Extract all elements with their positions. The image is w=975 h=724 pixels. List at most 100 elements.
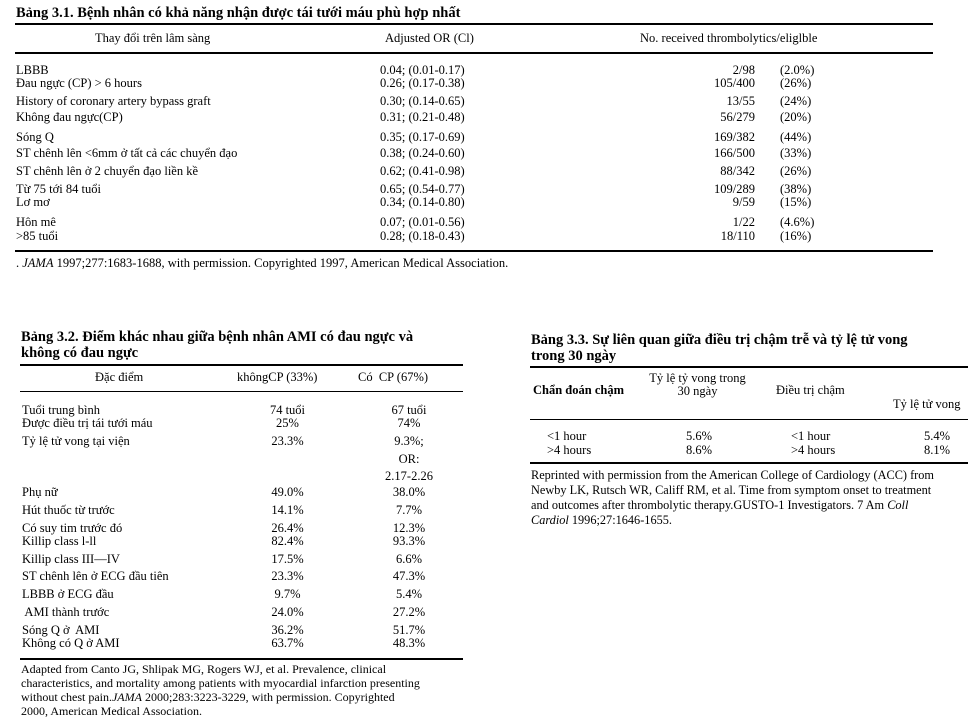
table-row-label: Hút thuốc từ trước bbox=[22, 503, 115, 517]
table-3-3-header-diagnosis-delay: Chẩn đoán chậm bbox=[533, 383, 624, 397]
table-3-3-bottom-rule bbox=[530, 462, 968, 464]
table-row-cp: 38.0% bbox=[392, 485, 426, 499]
table-row-label: Sóng Q bbox=[16, 130, 54, 144]
table-row-received-percent: (26%) bbox=[780, 76, 812, 90]
table-3-3-header-rule bbox=[530, 419, 968, 420]
table-row-no-cp: 23.3% bbox=[271, 434, 304, 448]
table-row-mortality: 8.1% bbox=[923, 443, 950, 457]
table-row-label: ST chênh lên ở ECG đầu tiên bbox=[22, 569, 169, 583]
table-row-label: Tỷ lệ tử vong tại viện bbox=[22, 434, 130, 448]
table-row-adjusted-or: 0.35; (0.17-0.69) bbox=[380, 130, 465, 144]
table-row-label: ST chênh lên ở 2 chuyển đạo liền kề bbox=[16, 164, 199, 178]
table-row-cp: 51.7% bbox=[392, 623, 426, 637]
table-row-cp: 27.2% bbox=[392, 605, 426, 619]
table-row-label: Từ 75 tới 84 tuổi bbox=[16, 182, 101, 196]
table-row-no-cp: 26.4% bbox=[271, 521, 304, 535]
table-row-received-ratio: 166/500 bbox=[714, 146, 755, 160]
table-3-3-header-mortality: Tỷ lệ tử vong bbox=[893, 397, 961, 411]
table-row-no-cp: 23.3% bbox=[271, 569, 304, 583]
table-row-mortality-30d: 5.6% bbox=[685, 429, 712, 443]
table-row-label: History of coronary artery bypass graft bbox=[16, 94, 211, 108]
table-row-cp: OR: bbox=[398, 452, 420, 466]
table-row-cp: 12.3% bbox=[392, 521, 426, 535]
table-row-received-ratio: 9/59 bbox=[732, 195, 755, 209]
table-row-label: Sóng Q ở AMI bbox=[22, 623, 100, 637]
table-row-label: Được điều trị tái tưới máu bbox=[22, 416, 153, 430]
table-row-cp: 9.3%; bbox=[394, 434, 424, 448]
table-3-1-bottom-rule bbox=[15, 250, 933, 252]
table-row-label: Tuổi trung bình bbox=[22, 403, 101, 417]
table-3-3-header-treatment-delay: Điều trị chậm bbox=[776, 383, 845, 397]
table-row-received-percent: (38%) bbox=[780, 182, 812, 196]
table-row-label: Killip class III—IV bbox=[22, 552, 120, 566]
table-row-no-cp: 25% bbox=[276, 416, 299, 430]
table-row-cp: 6.6% bbox=[395, 552, 423, 566]
table-3-2-header-cp: Có CP (67%) bbox=[358, 370, 429, 384]
table-row-received-ratio: 56/279 bbox=[720, 110, 755, 124]
table-row-label: Lơ mơ bbox=[16, 195, 50, 209]
table-row-label: Killip class l-ll bbox=[22, 534, 97, 548]
table-row-received-ratio: 1/22 bbox=[732, 215, 755, 229]
table-3-2-header-rule bbox=[20, 391, 463, 392]
table-row-adjusted-or: 0.04; (0.01-0.17) bbox=[380, 63, 465, 77]
table-row-received-percent: (2.0%) bbox=[780, 63, 815, 77]
table-row-received-ratio: 105/400 bbox=[714, 76, 755, 90]
table-row-diagnosis-delay: >4 hours bbox=[547, 443, 592, 457]
table-row-adjusted-or: 0.65; (0.54-0.77) bbox=[380, 182, 465, 196]
table-row-no-cp: 14.1% bbox=[271, 503, 304, 517]
table-row-label: ST chênh lên <6mm ở tất cả các chuyển đạ… bbox=[16, 146, 238, 160]
table-row-received-percent: (44%) bbox=[780, 130, 812, 144]
table-row-received-ratio: 88/342 bbox=[720, 164, 755, 178]
table-row-cp: 7.7% bbox=[395, 503, 423, 517]
table-row-cp: 93.3% bbox=[392, 534, 426, 548]
table-3-2-header-no-cp: khôngCP (33%) bbox=[237, 370, 318, 384]
table-row-cp: 5.4% bbox=[395, 587, 423, 601]
table-row-received-ratio: 13/55 bbox=[726, 94, 755, 108]
table-3-2-top-rule bbox=[20, 364, 463, 366]
table-3-2-bottom-rule bbox=[20, 658, 463, 660]
table-row-treatment-delay: <1 hour bbox=[791, 429, 831, 443]
table-3-3-header-mortality-30d-line2: 30 ngày bbox=[677, 384, 718, 398]
table-row-adjusted-or: 0.31; (0.21-0.48) bbox=[380, 110, 465, 124]
table-3-2-title-line1: Bảng 3.2. Điểm khác nhau giữa bệnh nhân … bbox=[21, 329, 414, 345]
table-row-treatment-delay: >4 hours bbox=[791, 443, 836, 457]
table-row-adjusted-or: 0.30; (0.14-0.65) bbox=[380, 94, 465, 108]
table-row-received-percent: (24%) bbox=[780, 94, 812, 108]
table-row-label: >85 tuổi bbox=[16, 229, 59, 243]
table-3-1-footnote: . JAMA 1997;277:1683-1688, with permissi… bbox=[16, 256, 509, 270]
table-row-cp: 48.3% bbox=[392, 636, 426, 650]
table-row-adjusted-or: 0.38; (0.24-0.60) bbox=[380, 146, 465, 160]
table-3-1-header-or: Adjusted OR (Cl) bbox=[385, 31, 474, 45]
table-row-label: Không đau ngực(CP) bbox=[16, 110, 123, 124]
table-row-no-cp: 49.0% bbox=[271, 485, 304, 499]
table-row-adjusted-or: 0.07; (0.01-0.56) bbox=[380, 215, 465, 229]
table-row-adjusted-or: 0.26; (0.17-0.38) bbox=[380, 76, 465, 90]
table-row-received-ratio: 169/382 bbox=[714, 130, 755, 144]
table-row-adjusted-or: 0.28; (0.18-0.43) bbox=[380, 229, 465, 243]
table-row-label: Có suy tim trước đó bbox=[22, 521, 123, 535]
table-3-1-title: Bảng 3.1. Bệnh nhân có khả năng nhận đượ… bbox=[16, 5, 461, 21]
table-3-1-top-rule bbox=[15, 23, 933, 25]
table-row-label: LBBB ở ECG đầu bbox=[22, 587, 114, 601]
table-row-adjusted-or: 0.34; (0.14-0.80) bbox=[380, 195, 465, 209]
table-row-received-ratio: 2/98 bbox=[732, 63, 755, 77]
table-row-mortality: 5.4% bbox=[923, 429, 950, 443]
table-row-received-ratio: 109/289 bbox=[714, 182, 755, 196]
table-row-received-ratio: 18/110 bbox=[720, 229, 755, 243]
table-row-no-cp: 9.7% bbox=[274, 587, 301, 601]
table-row-label: Đau ngực (CP) > 6 hours bbox=[16, 76, 142, 90]
table-3-3-top-rule bbox=[530, 366, 968, 368]
table-row-label: AMI thành trước bbox=[22, 605, 110, 619]
table-3-3-title-line1: Bảng 3.3. Sự liên quan giữa điều trị chậ… bbox=[531, 332, 908, 348]
table-row-no-cp: 74 tuổi bbox=[269, 403, 306, 417]
table-row-no-cp: 24.0% bbox=[271, 605, 304, 619]
table-3-2-header-feature: Đặc điểm bbox=[95, 370, 144, 384]
table-3-1-header-rule bbox=[15, 52, 933, 54]
table-row-no-cp: 36.2% bbox=[271, 623, 304, 637]
table-row-label: Không có Q ở AMI bbox=[22, 636, 120, 650]
table-3-3-title-line2: trong 30 ngày bbox=[531, 348, 617, 364]
table-3-1-header-change: Thay đổi trên lâm sàng bbox=[95, 31, 211, 45]
table-3-1-header-received: No. received thrombolytics/eliglble bbox=[640, 31, 818, 45]
table-row-diagnosis-delay: <1 hour bbox=[547, 429, 587, 443]
table-row-label: Hôn mê bbox=[16, 215, 56, 229]
